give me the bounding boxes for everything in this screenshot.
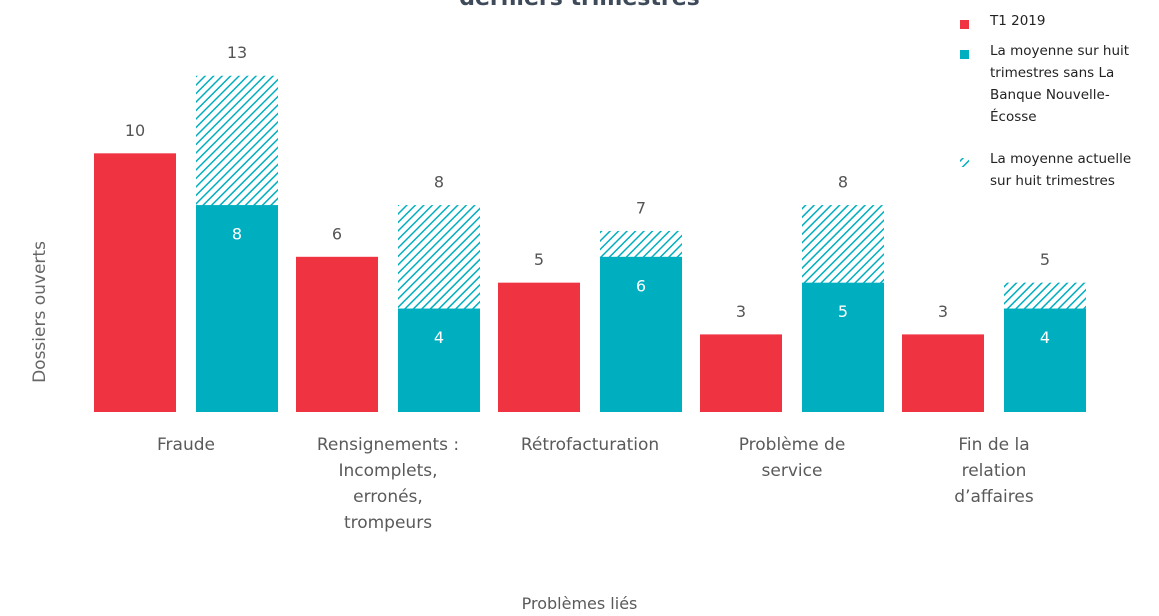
bar <box>600 256 682 412</box>
chart-title: derniers trimestres <box>0 0 1159 11</box>
data-label: 7 <box>636 198 646 217</box>
data-label: 8 <box>232 225 242 244</box>
data-label: 3 <box>736 302 746 321</box>
data-label: 5 <box>534 250 544 269</box>
x-axis-label: Problèmes liés <box>521 594 638 613</box>
bar <box>296 256 378 412</box>
data-label: 5 <box>1040 250 1050 269</box>
bar <box>398 308 480 412</box>
legend-swatch <box>960 50 969 59</box>
legend-label: T1 2019 <box>990 13 1046 29</box>
y-axis-label: Dossiers ouverts <box>30 241 50 383</box>
bar <box>902 334 984 412</box>
legend-label: La moyenne actuelle sur huit trimestres <box>990 151 1132 189</box>
legend-label: La moyenne sur huit trimestres sans La B… <box>990 43 1130 125</box>
data-label: 8 <box>434 173 444 192</box>
x-tick-label: Fraude <box>157 435 215 455</box>
data-label: 13 <box>227 43 247 62</box>
data-label: 6 <box>332 224 342 243</box>
legend-swatch <box>960 20 969 29</box>
data-label: 8 <box>838 173 848 192</box>
x-tick-label: Problème de service <box>738 435 846 481</box>
data-label: 4 <box>434 328 444 347</box>
data-label: 10 <box>125 121 145 140</box>
x-tick-label: Rétrofacturation <box>520 435 660 455</box>
data-label: 5 <box>838 302 848 321</box>
bar <box>498 282 580 412</box>
bar <box>196 205 278 412</box>
data-label: 6 <box>636 276 646 295</box>
bar <box>1004 308 1086 412</box>
bar <box>700 334 782 412</box>
bar <box>94 153 176 413</box>
x-tick-label: Rensignements : Incomplets, erronés, tro… <box>316 435 460 533</box>
x-tick-label: Fin de la relation d’affaires <box>954 435 1034 507</box>
bar <box>802 282 884 412</box>
legend-swatch <box>960 158 969 167</box>
data-label: 4 <box>1040 328 1050 347</box>
data-label: 3 <box>938 302 948 321</box>
